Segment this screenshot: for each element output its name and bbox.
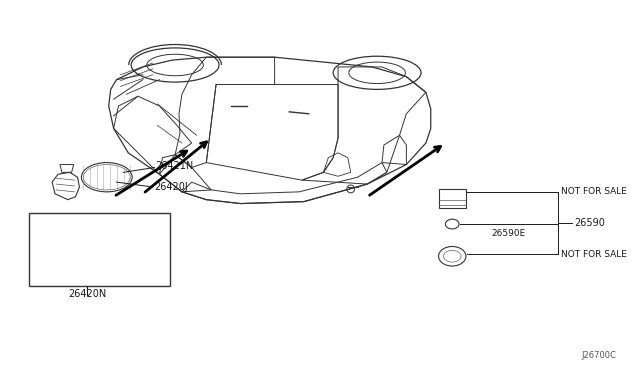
Text: NOT FOR SALE: NOT FOR SALE [561,187,627,196]
Bar [29,213,170,286]
Text: 26590E: 26590E [492,229,526,238]
Bar [438,189,466,208]
Text: 26421N: 26421N [156,161,194,171]
Text: NOT FOR SALE: NOT FOR SALE [561,250,627,259]
Text: 26420N: 26420N [68,289,106,299]
Text: 26420J: 26420J [155,182,188,192]
Text: 26590: 26590 [574,218,605,228]
Text: J26700C: J26700C [581,351,616,360]
